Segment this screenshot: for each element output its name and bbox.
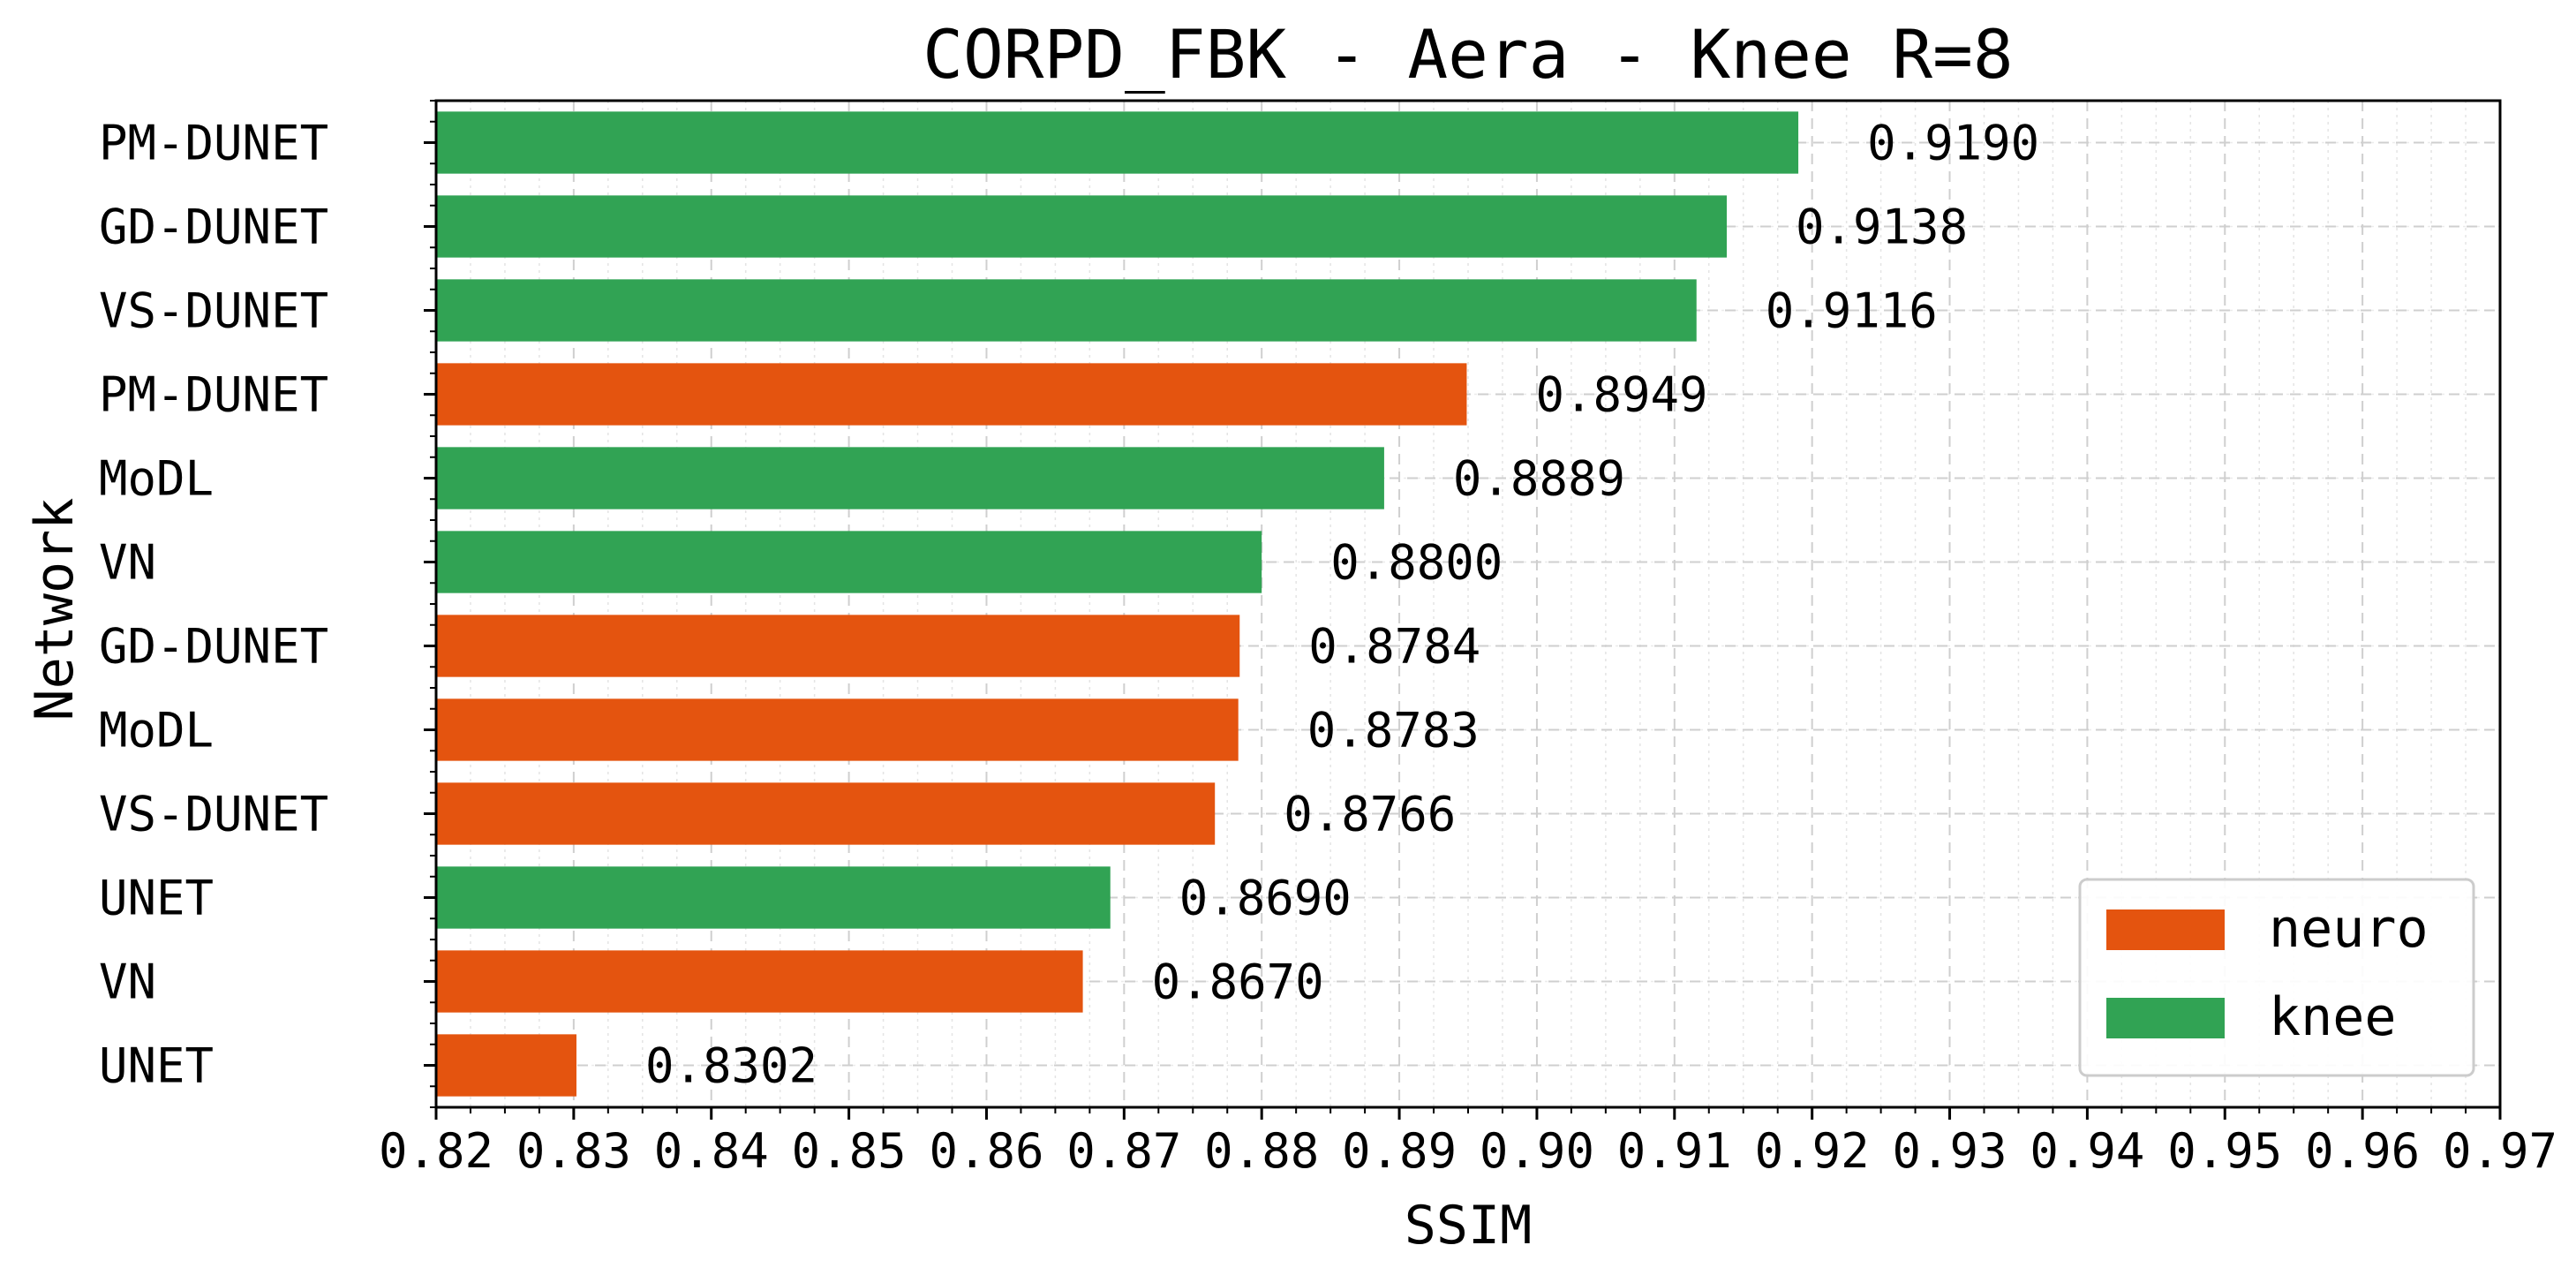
x-tick-label: 0.90: [1480, 1123, 1594, 1179]
bar-value-label: 0.8302: [645, 1038, 817, 1094]
y-tick-label: VS-DUNET: [99, 787, 328, 842]
x-tick-label: 0.84: [654, 1123, 769, 1179]
x-tick-label: 0.95: [2167, 1123, 2282, 1179]
bar-knee: [436, 531, 1262, 593]
y-tick-label: MoDL: [99, 451, 214, 507]
plot-frame: [434, 99, 2502, 1109]
bar-value-label: 0.8670: [1152, 955, 1324, 1010]
y-tick-label: UNET: [99, 871, 214, 926]
y-tick-label: PM-DUNET: [99, 367, 328, 423]
bar-value-label: 0.9138: [1796, 200, 1968, 255]
bar-neuro: [436, 1034, 576, 1097]
legend-swatch-knee: [2106, 998, 2225, 1038]
y-axis-label: Network: [24, 498, 86, 721]
x-tick-label: 0.92: [1755, 1123, 1870, 1179]
bar-value-label: 0.8690: [1179, 871, 1352, 926]
y-tick-label: GD-DUNET: [99, 619, 328, 675]
legend-label-knee: knee: [2269, 986, 2397, 1048]
x-tick-label: 0.87: [1066, 1123, 1181, 1179]
x-tick-label: 0.94: [2030, 1123, 2144, 1179]
bar-value-label: 0.8766: [1284, 787, 1456, 842]
y-tick-label: VN: [99, 535, 156, 591]
x-tick-label: 0.82: [379, 1123, 493, 1179]
x-tick-label: 0.93: [1893, 1123, 2007, 1179]
legend-label-neuro: neuro: [2269, 898, 2429, 960]
x-tick-label: 0.97: [2443, 1123, 2557, 1179]
x-tick-label: 0.83: [516, 1123, 631, 1179]
bar-neuro: [436, 698, 1239, 761]
bar-knee: [436, 195, 1728, 258]
x-tick-label: 0.85: [792, 1123, 907, 1179]
y-tick-label: MoDL: [99, 703, 214, 758]
bar-value-label: 0.8783: [1307, 703, 1480, 758]
x-tick-label: 0.88: [1204, 1123, 1319, 1179]
bar-value-label: 0.8784: [1308, 619, 1480, 675]
y-tick-label: VS-DUNET: [99, 283, 328, 339]
bar-neuro: [436, 615, 1240, 677]
legend-swatch-neuro: [2106, 909, 2225, 950]
bar-neuro: [436, 950, 1083, 1013]
bar-value-label: 0.8949: [1535, 367, 1707, 423]
bar-value-label: 0.9116: [1766, 283, 1938, 339]
bar-value-label: 0.9190: [1867, 116, 2039, 171]
bar-knee: [436, 111, 1799, 174]
x-axis-label: SSIM: [1405, 1195, 1533, 1257]
bar-value-label: 0.8800: [1330, 535, 1503, 591]
bar-value-label: 0.8889: [1453, 451, 1625, 507]
y-tick-label: VN: [99, 955, 156, 1010]
bar-knee: [436, 866, 1111, 929]
x-tick-label: 0.91: [1617, 1123, 1732, 1179]
x-tick-label: 0.96: [2305, 1123, 2420, 1179]
bar-knee: [436, 447, 1384, 509]
x-tick-label: 0.86: [929, 1123, 1043, 1179]
bar-neuro: [436, 363, 1467, 426]
chart-title: CORPD_FBK - Aera - Knee R=8: [923, 15, 2013, 94]
bar-neuro: [436, 782, 1216, 845]
y-tick-label: GD-DUNET: [99, 200, 328, 255]
bar-knee: [436, 279, 1697, 342]
y-tick-label: UNET: [99, 1038, 214, 1094]
x-tick-label: 0.89: [1342, 1123, 1457, 1179]
y-tick-label: PM-DUNET: [99, 116, 328, 171]
